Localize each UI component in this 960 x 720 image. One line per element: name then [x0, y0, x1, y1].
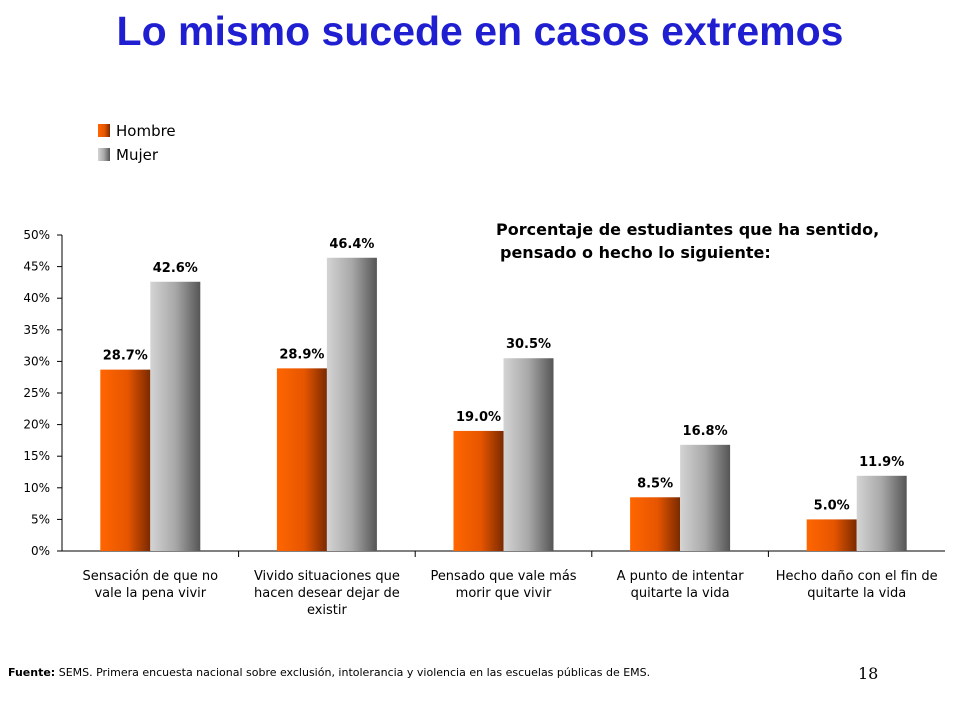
category-label: quitarte la vida: [631, 586, 730, 601]
category-label: morir que vivir: [456, 586, 552, 601]
y-tick-label: 20%: [23, 418, 50, 432]
page-title: Lo mismo sucede en casos extremos: [116, 8, 844, 54]
category-label: vale la pena vivir: [94, 586, 206, 601]
legend-swatch-mujer: [98, 148, 110, 161]
data-label: 28.9%: [279, 347, 324, 362]
data-labels: 28.7% 42.6% 28.9% 46.4% 19.0% 30.5% 8.5% 16.8% 5…: [103, 237, 905, 514]
y-tick-label: 5%: [31, 512, 50, 526]
y-tick-label: 45%: [23, 260, 50, 274]
y-tick-label: 10%: [23, 481, 50, 495]
bar-mujer: [326, 257, 377, 551]
chart-annotation: Porcentaje de estudiantes que ha sentido…: [496, 220, 879, 262]
data-label: 5.0%: [814, 498, 850, 513]
annotation-line: pensado o hecho lo siguiente:: [500, 243, 771, 262]
legend-label: Hombre: [116, 122, 176, 140]
category-label: A punto de intentar: [617, 569, 745, 584]
data-label: 16.8%: [683, 424, 728, 439]
data-label: 30.5%: [506, 337, 551, 352]
bar-mujer: [856, 475, 907, 551]
annotation-line: Porcentaje de estudiantes que ha sentido…: [496, 220, 879, 239]
y-tick-label: 15%: [23, 449, 50, 463]
bar-mujer: [680, 444, 731, 551]
y-tick-label: 25%: [23, 386, 50, 400]
bar-hombre: [453, 430, 504, 551]
data-label: 28.7%: [103, 349, 148, 364]
bar-chart: Hombre Mujer Porcentaje de estudiantes qu…: [23, 122, 945, 618]
data-label: 19.0%: [456, 410, 501, 425]
data-label: 8.5%: [637, 476, 673, 491]
category-label: Hecho daño con el fin de: [776, 569, 938, 584]
y-tick-label: 30%: [23, 354, 50, 368]
category-labels: Sensación de que no vale la pena vivir Viv…: [83, 569, 938, 618]
legend: Hombre Mujer: [98, 122, 176, 164]
category-label: quitarte la vida: [807, 586, 906, 601]
source-label: Fuente:: [8, 666, 56, 679]
y-tick-label: 35%: [23, 323, 50, 337]
bars: [100, 257, 907, 551]
y-tick-label: 40%: [23, 291, 50, 305]
bar-mujer: [503, 358, 554, 551]
data-label: 42.6%: [153, 261, 198, 276]
data-label: 46.4%: [329, 237, 374, 252]
bar-mujer: [150, 281, 201, 551]
y-tick-label: 50%: [23, 228, 50, 242]
source-note: Fuente: SEMS. Primera encuesta nacional …: [8, 666, 650, 679]
bar-hombre: [630, 497, 681, 551]
category-label: Pensado que vale más: [430, 569, 576, 584]
source-text: SEMS. Primera encuesta nacional sobre ex…: [58, 666, 651, 679]
category-label: hacen desear dejar de: [254, 586, 400, 601]
y-tick-label: 0%: [31, 544, 50, 558]
category-label: Sensación de que no: [83, 569, 219, 584]
legend-swatch-hombre: [98, 124, 110, 137]
bar-hombre: [276, 368, 327, 551]
legend-label: Mujer: [116, 146, 159, 164]
bar-hombre: [806, 519, 857, 551]
category-label: existir: [307, 603, 348, 618]
category-label: Vivido situaciones que: [254, 569, 400, 584]
bar-hombre: [100, 369, 151, 551]
page-number: 18: [858, 664, 879, 683]
data-label: 11.9%: [859, 455, 904, 470]
